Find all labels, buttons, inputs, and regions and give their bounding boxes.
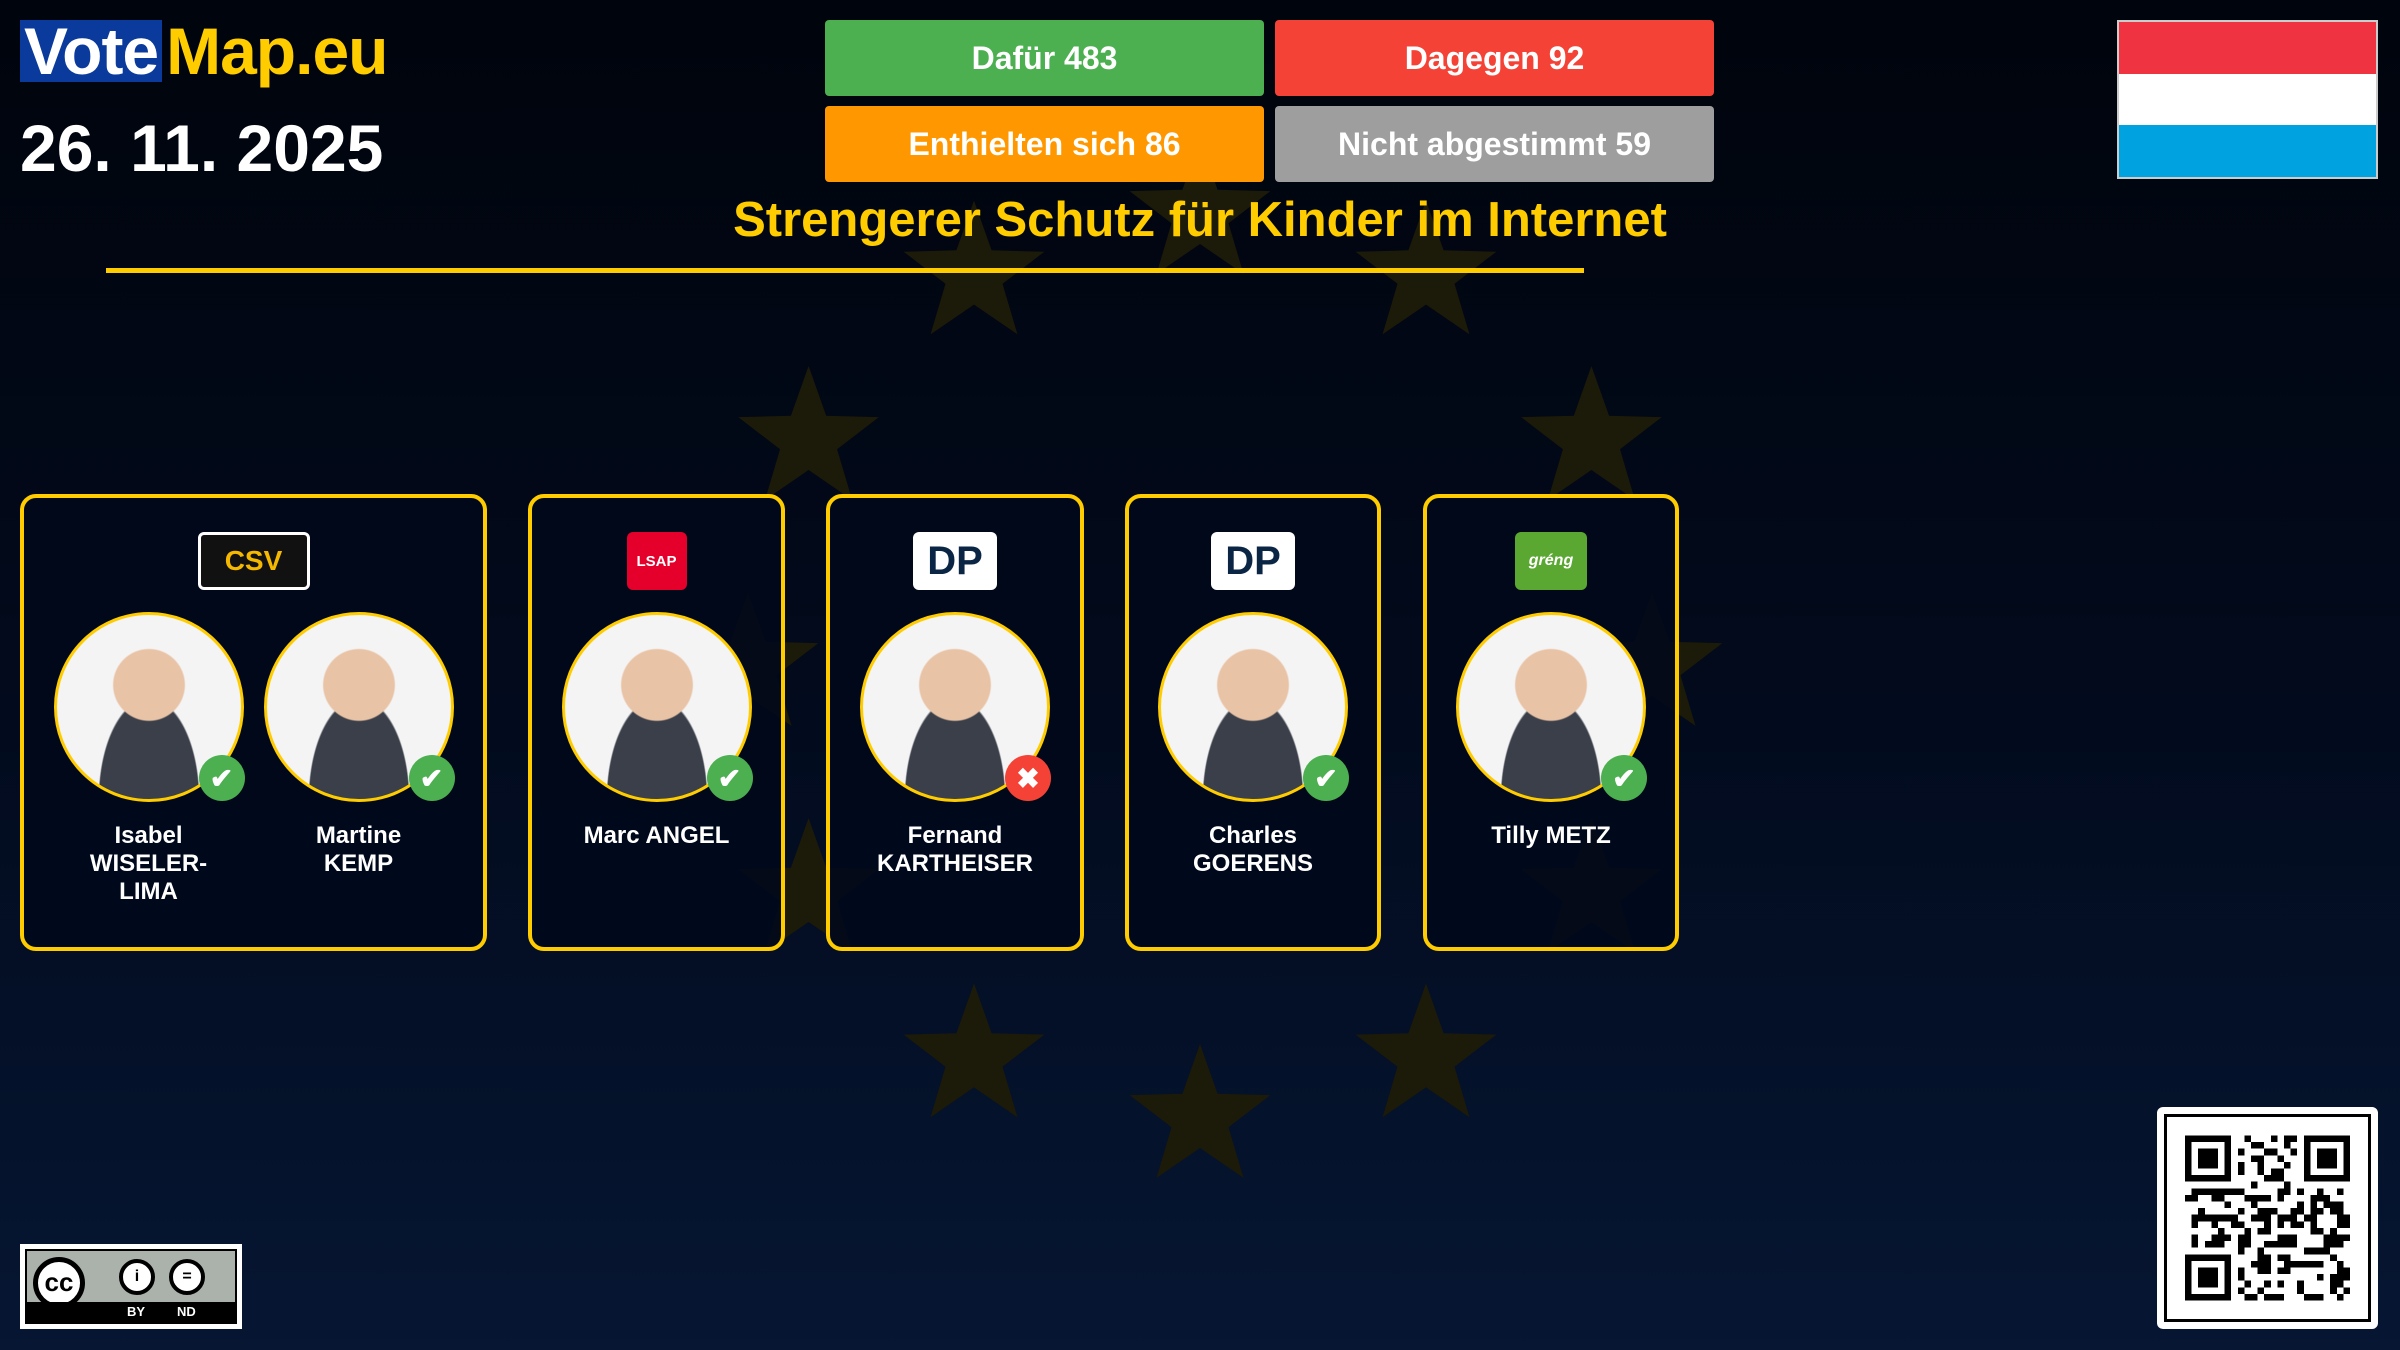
party-logo: DP [1211,532,1295,590]
party-name: CSV [224,545,283,576]
mep-entry[interactable]: ✔ Isabel WISELER-LIMA [49,612,249,906]
check-icon: ✔ [706,755,753,801]
party-group-card: LSAP ✔ Marc ANGEL [528,494,785,951]
mep-name: Marc ANGEL [583,822,730,849]
mep-name: Tilly METZ [1491,822,1611,849]
mep-entry[interactable]: ✔ Marc ANGEL [557,612,757,850]
party-group-card: CSV ✔ Isabel WISELER-LIMA ✔ Martine KEMP [20,494,487,951]
qr-code[interactable] [2157,1107,2378,1329]
party-group-card: DP ✖ Fernand KARTHEISER [826,494,1084,951]
mep-name: Fernand KARTHEISER [876,822,1033,877]
check-icon: ✔ [408,755,455,801]
no-derivatives-icon: = [169,1259,205,1295]
votemap-logo[interactable]: Vote Map.eu [20,14,388,88]
logo-vote: Vote [20,18,163,84]
mep-photo: ✔ [263,612,455,802]
check-icon: ✔ [1303,755,1349,801]
mep-photo: ✔ [1158,612,1349,802]
eu-star [1355,200,1497,335]
logo-map: Map.eu [166,14,388,88]
license-by: BY [127,1304,146,1319]
check-icon: ✔ [1601,755,1647,801]
eu-star [903,983,1045,1118]
votes-for-button[interactable]: Dafür 483 [825,20,1264,96]
mep-name: Charles GOERENS [1192,822,1314,877]
check-icon: ✔ [198,755,245,801]
party-logo: LSAP [626,532,687,590]
eu-star [1521,366,1662,500]
party-name: LSAP [636,552,677,570]
mep-entry[interactable]: ✖ Fernand KARTHEISER [855,612,1055,878]
party-logo: CSV [197,532,310,590]
luxembourg-flag [2117,20,2378,179]
mep-photo: ✔ [561,612,753,802]
eu-star [738,366,879,500]
votes-against-button[interactable]: Dagegen 92 [1275,20,1714,96]
attribution-icon: i [119,1259,155,1295]
title-divider [106,268,1584,273]
mep-name: Martine KEMP [315,822,402,877]
cc-icon: cc [33,1257,85,1309]
mep-photo: ✔ [1456,612,1647,802]
votes-abstain-button[interactable]: Enthielten sich 86 [825,106,1264,182]
party-group-card: DP ✔ Charles GOERENS [1125,494,1381,951]
party-name: DP [1225,538,1281,583]
party-name: gréng [1528,552,1574,569]
license-nd: ND [177,1304,196,1319]
eu-star [1129,140,1271,274]
mep-photo: ✔ [53,612,245,802]
party-logo: gréng [1515,532,1587,590]
vote-date: 26. 11. 2025 [20,111,384,185]
mep-entry[interactable]: ✔ Martine KEMP [259,612,459,878]
cross-icon: ✖ [1005,755,1051,801]
mep-entry[interactable]: ✔ Charles GOERENS [1153,612,1353,878]
eu-star [1355,983,1497,1118]
eu-star [1129,1044,1271,1178]
party-group-card: gréng ✔ Tilly METZ [1423,494,1679,951]
party-logo: DP [913,532,997,590]
cc-by-nd-license-badge[interactable]: cc i = BY ND [20,1244,242,1329]
votes-not-voted-button[interactable]: Nicht abgestimmt 59 [1275,106,1714,182]
vote-title: Strengerer Schutz für Kinder im Internet [733,193,1667,247]
eu-star [738,818,879,952]
mep-name: Isabel WISELER-LIMA [89,822,208,905]
mep-entry[interactable]: ✔ Tilly METZ [1451,612,1651,850]
eu-star [903,200,1045,335]
mep-photo: ✖ [860,612,1051,802]
party-name: DP [927,538,983,583]
